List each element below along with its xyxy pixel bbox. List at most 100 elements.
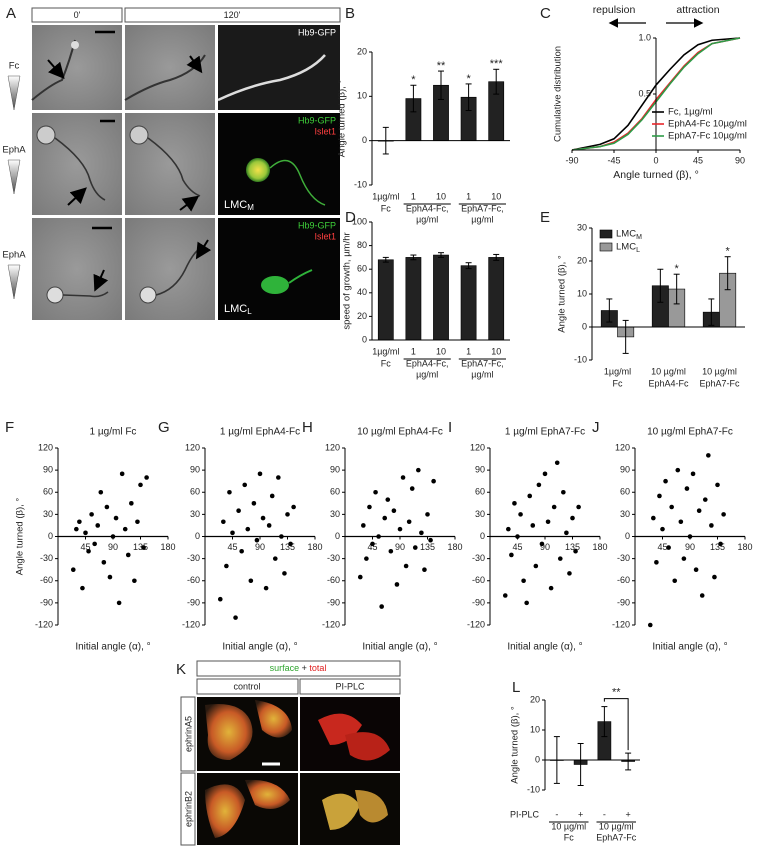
point: [548, 585, 554, 591]
point: [388, 548, 394, 554]
y-axis-label: Angle turned (β), °: [15, 498, 26, 576]
point: [370, 541, 375, 547]
point: [690, 471, 696, 477]
y-tick-label: 0: [48, 531, 53, 541]
x-tick-label: 45: [693, 155, 703, 165]
point: [285, 512, 290, 517]
point: [502, 593, 508, 598]
y-tick-label: 60: [330, 487, 340, 497]
x-tick-label: 180: [737, 542, 752, 552]
point: [132, 578, 137, 584]
point: [696, 508, 702, 513]
column-header-box: [31, 7, 123, 23]
point: [702, 497, 708, 502]
point: [101, 560, 107, 565]
point: [376, 534, 381, 539]
point: [227, 489, 232, 495]
point: [509, 552, 514, 558]
point: [254, 537, 260, 543]
chart-title: 1 µg/ml EphA4-Fc: [220, 427, 300, 438]
x-axis-label: Angle turned (β), °: [613, 169, 699, 181]
x-axis-label: Initial angle (α), °: [507, 642, 582, 653]
point: [647, 622, 653, 628]
y-tick-label: -30: [617, 553, 630, 563]
point: [276, 475, 281, 480]
x-tick-label: 1µg/ml: [604, 366, 631, 376]
y-tick-label: 40: [357, 287, 367, 297]
stain-header: surface + total: [270, 663, 327, 673]
y-tick-label: 20: [530, 694, 540, 704]
panel-letter: C: [540, 5, 551, 22]
point: [141, 545, 146, 550]
point: [230, 530, 235, 536]
point: [536, 482, 542, 488]
point: [288, 541, 293, 547]
y-tick-label: -120: [35, 619, 53, 629]
point: [70, 567, 76, 572]
y-tick-label: 90: [190, 465, 200, 475]
bar: [460, 265, 477, 341]
cell-body: [36, 125, 56, 145]
point: [660, 526, 665, 532]
point: [567, 571, 572, 576]
point: [721, 512, 726, 517]
y-tick-label: 120: [470, 442, 485, 452]
significance: *: [726, 246, 731, 258]
point: [557, 556, 563, 561]
panel-letter: G: [158, 419, 170, 436]
y-axis-label: Angle turned (β), °: [510, 706, 521, 784]
annotation: repulsion: [593, 4, 636, 16]
y-tick-label: 0: [480, 531, 485, 541]
point: [715, 482, 720, 488]
point: [530, 523, 536, 528]
stain-plus: +: [302, 663, 307, 673]
point: [669, 504, 674, 510]
x-axis-label: Initial angle (α), °: [362, 642, 437, 653]
point: [272, 556, 278, 561]
y-tick-label: -90: [40, 597, 53, 607]
point: [242, 482, 248, 488]
y-tick-label: -30: [187, 553, 200, 563]
x-tick-label: 90: [735, 155, 745, 165]
significance: *: [411, 74, 416, 86]
point: [279, 534, 284, 539]
point: [89, 512, 94, 517]
micrograph: [218, 218, 340, 320]
y-axis-label: Angle turned (β), °: [557, 255, 568, 333]
point: [282, 571, 287, 576]
gradient-triangle: [7, 159, 21, 195]
point: [129, 501, 134, 506]
micrograph: [125, 25, 215, 110]
y-tick-label: 80: [357, 240, 367, 250]
x-tick-label: -90: [565, 155, 578, 165]
legend-label: Fc, 1µg/ml: [668, 107, 713, 118]
y-tick-label: -90: [472, 597, 485, 607]
point: [364, 556, 369, 561]
x-tick-label: 135: [565, 542, 580, 552]
point: [98, 489, 104, 495]
x-tick-label: 10: [491, 346, 501, 356]
y-tick-label: 60: [43, 487, 53, 497]
y-tick-label: 20: [577, 255, 587, 265]
y-tick-label: -90: [617, 597, 630, 607]
x-tick-label: 135: [133, 542, 148, 552]
point: [699, 593, 705, 598]
axon: [217, 54, 326, 102]
cell: [205, 704, 253, 760]
cell-body: [246, 158, 270, 182]
panel-k: K surface + total control PI-PLC ephrinA…: [176, 660, 401, 846]
point: [239, 548, 244, 554]
point: [135, 519, 140, 525]
image-label: Hb9-GFP: [298, 115, 336, 125]
y-tick-label: 1.0: [638, 32, 651, 42]
x-axis-label: Initial angle (α), °: [222, 642, 297, 653]
group-label: 10 µg/ml: [551, 821, 586, 831]
micrograph: [32, 25, 122, 110]
bar: [405, 257, 422, 341]
image-label: LMCM: [224, 199, 254, 212]
y-tick-label: 10: [357, 91, 367, 101]
significance: ***: [490, 58, 504, 70]
row-label: ephrinB2: [183, 791, 193, 827]
cell-type: LMC: [224, 303, 247, 315]
